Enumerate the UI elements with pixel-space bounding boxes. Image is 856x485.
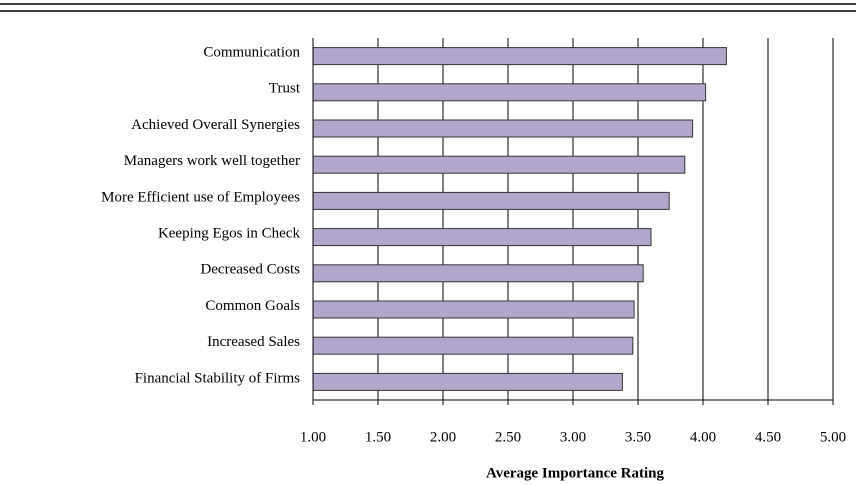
y-tick-label: More Efficient use of Employees xyxy=(101,189,300,205)
y-tick-label: Managers work well together xyxy=(124,153,300,169)
bar xyxy=(312,119,694,138)
bar xyxy=(312,191,670,210)
bar xyxy=(312,228,652,247)
bar xyxy=(312,155,686,174)
bar xyxy=(312,264,644,283)
x-tick-label: 1.50 xyxy=(365,429,391,445)
x-tick-label: 2.00 xyxy=(430,429,456,445)
y-tick-label: Trust xyxy=(269,81,301,97)
y-tick-label: Common Goals xyxy=(205,298,300,314)
y-tick-label: Communication xyxy=(203,45,300,61)
y-tick-label: Decreased Costs xyxy=(200,262,300,278)
x-tick-label: 1.00 xyxy=(300,429,326,445)
bar xyxy=(312,300,635,319)
y-tick-label: Keeping Egos in Check xyxy=(158,226,301,242)
y-tick-label: Increased Sales xyxy=(207,334,300,350)
y-tick-label: Achieved Overall Synergies xyxy=(131,117,300,133)
bar xyxy=(312,336,634,355)
x-tick-label: 3.00 xyxy=(560,429,586,445)
bar xyxy=(312,83,707,102)
x-axis-title: Average Importance Rating xyxy=(486,465,665,481)
x-tick-label: 4.00 xyxy=(690,429,716,445)
bar xyxy=(312,372,623,391)
y-tick-label: Financial Stability of Firms xyxy=(135,370,301,386)
bar xyxy=(312,47,727,66)
x-tick-label: 2.50 xyxy=(495,429,521,445)
x-tick-label: 3.50 xyxy=(625,429,651,445)
x-tick-label: 5.00 xyxy=(820,429,846,445)
x-tick-label: 4.50 xyxy=(755,429,781,445)
